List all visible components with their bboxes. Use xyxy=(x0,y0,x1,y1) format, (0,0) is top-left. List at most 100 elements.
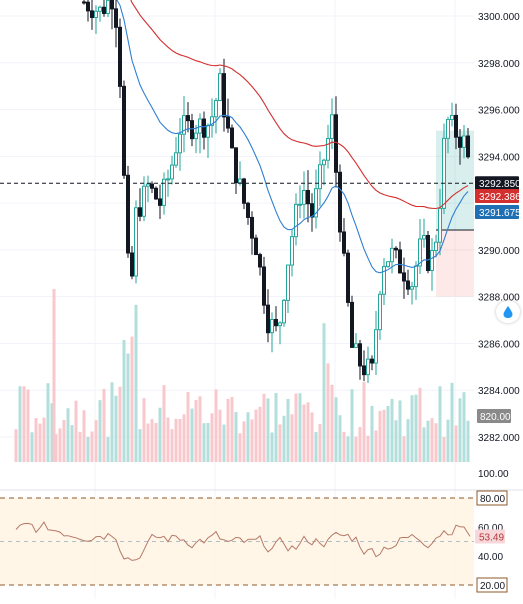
volume-badge-bg xyxy=(477,409,511,423)
candle-body xyxy=(174,152,178,166)
volume-bar xyxy=(66,408,70,462)
volume-bar xyxy=(346,436,350,462)
volume-bar xyxy=(230,396,234,462)
volume-bar xyxy=(254,409,258,462)
candle xyxy=(386,261,390,268)
candle-body xyxy=(186,115,190,122)
candle xyxy=(310,193,314,232)
volume-bar xyxy=(338,415,342,462)
candle-body xyxy=(386,261,390,268)
moving-average-fast xyxy=(116,0,469,274)
volume-bar xyxy=(114,395,118,462)
drop-icon-button[interactable] xyxy=(496,301,520,323)
volume-bar xyxy=(342,431,346,462)
candle xyxy=(254,234,258,256)
candle xyxy=(422,218,426,248)
candle xyxy=(194,124,198,154)
candle xyxy=(238,161,242,186)
candle xyxy=(322,158,326,186)
candle-body xyxy=(222,73,226,118)
candle xyxy=(230,124,234,149)
candle-body xyxy=(98,6,102,12)
volume-bar xyxy=(370,405,374,462)
drop-icon xyxy=(503,306,513,318)
rsi-level-badge: 80.00 xyxy=(476,490,508,506)
candle-body xyxy=(246,202,250,218)
volume-badge: 820.00 xyxy=(477,409,511,423)
candle-body xyxy=(86,1,90,12)
candle-body xyxy=(162,178,166,206)
candle xyxy=(114,0,118,48)
candle xyxy=(286,264,290,314)
candle xyxy=(262,256,266,314)
candle xyxy=(338,164,342,242)
candle-body xyxy=(358,343,362,367)
candle-body xyxy=(450,114,454,121)
candle xyxy=(394,246,398,259)
candle-body xyxy=(270,319,274,334)
candle xyxy=(150,181,154,193)
candle-body xyxy=(378,293,382,331)
volume-bar xyxy=(62,420,66,462)
candle-body xyxy=(286,264,290,301)
volume-bar xyxy=(262,393,266,462)
candle xyxy=(306,170,310,223)
volume-bar xyxy=(30,432,34,462)
volume-bar xyxy=(82,410,86,462)
candle xyxy=(390,238,394,274)
candle xyxy=(346,249,350,307)
volume-bar xyxy=(18,386,22,462)
candle-body xyxy=(402,272,406,282)
candle xyxy=(302,171,306,219)
candle xyxy=(358,339,362,380)
candle xyxy=(298,185,302,219)
candle xyxy=(234,147,238,194)
volume-bar xyxy=(426,420,430,462)
volume-bar xyxy=(330,384,334,462)
volume-bar xyxy=(406,419,410,462)
candle-body xyxy=(82,1,86,4)
candle-body xyxy=(118,26,122,87)
candle-body xyxy=(398,249,402,274)
price-tick-label: 3286.000 xyxy=(478,339,520,350)
price-tick-label: 3284.000 xyxy=(478,386,520,397)
volume-bar xyxy=(250,419,254,462)
candle-body xyxy=(370,358,374,364)
last-price-badge-text: 3292.850 xyxy=(479,179,521,190)
volume-bar xyxy=(238,433,242,462)
candle xyxy=(138,188,142,222)
candle-body xyxy=(322,159,326,166)
volume-bar xyxy=(282,415,286,462)
candle xyxy=(438,188,442,256)
volume-bar xyxy=(54,434,58,462)
volume-bar xyxy=(130,336,134,462)
volume-bar xyxy=(46,383,50,462)
candle-body xyxy=(110,0,114,10)
volume-bar xyxy=(34,418,38,462)
volume-bar xyxy=(454,425,458,462)
candle-body xyxy=(250,216,254,239)
volume-bar xyxy=(246,412,250,462)
candle xyxy=(462,124,466,159)
candle-body xyxy=(374,329,378,364)
candle-body xyxy=(414,265,418,288)
candle-body xyxy=(266,304,270,334)
candle-body xyxy=(126,174,130,254)
volume-bar xyxy=(458,398,462,462)
candle-body xyxy=(454,114,458,138)
candle-body xyxy=(442,137,446,209)
candle xyxy=(178,118,182,171)
candle-body xyxy=(178,133,182,154)
candle xyxy=(406,269,410,296)
candle xyxy=(134,200,138,284)
volume-bar xyxy=(438,386,442,462)
volume-bar xyxy=(390,398,394,462)
volume-bar xyxy=(86,436,90,462)
ma-fast-badge-bg xyxy=(475,205,519,219)
candle xyxy=(418,219,422,275)
volume-bar xyxy=(314,432,318,462)
volume-bar xyxy=(442,436,446,462)
candle xyxy=(158,184,162,219)
